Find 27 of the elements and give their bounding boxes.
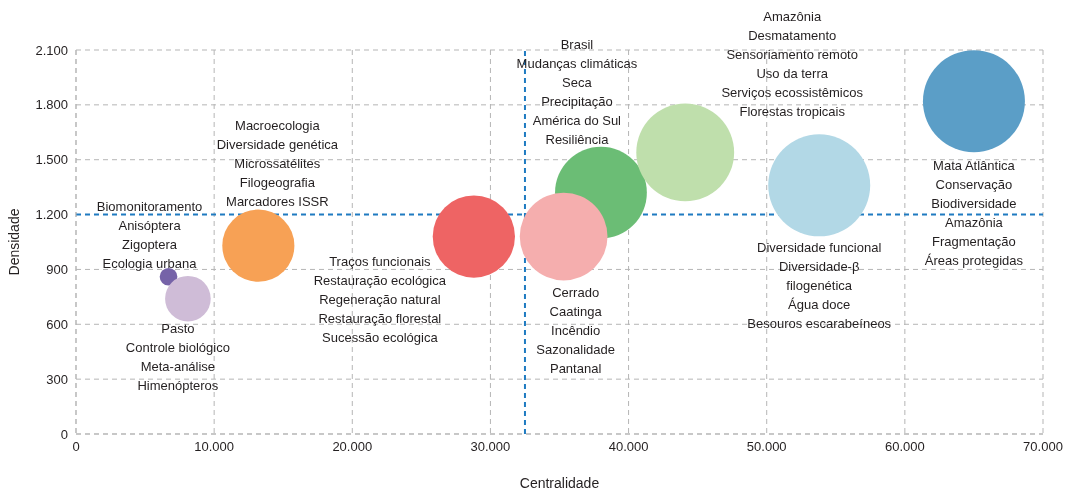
x-tick-label: 50.000 bbox=[746, 439, 787, 455]
y-tick-label: 900 bbox=[46, 262, 68, 278]
y-tick-label: 0 bbox=[60, 426, 68, 442]
annotation: Mata Atlântica Conservação Biodiversidade Amazônia Fragmentação Áreas protegidas bbox=[924, 157, 1024, 268]
x-tick-label: 0 bbox=[72, 439, 80, 455]
annotation: Diversidade funcional Diversidade-β filogenética Água doce Besouros escarabeíneos bbox=[747, 240, 892, 332]
x-axis-title: Centralidade bbox=[519, 475, 600, 491]
annotation: Pasto Controle biológico Meta-análise Himenópteros bbox=[125, 321, 230, 394]
annotation: Traços funcionais Restauração ecológica Regeneração natural Restauração florestal Sucessão ecológica bbox=[313, 253, 447, 345]
x-tick-label: 30.000 bbox=[470, 439, 511, 455]
annotation: Macroecologia Diversidade genética Microssatélites Filogeografia Marcadores ISSR bbox=[216, 117, 339, 209]
y-tick-label: 300 bbox=[46, 371, 68, 387]
x-tick-label: 70.000 bbox=[1023, 439, 1063, 455]
y-tick-label: 2.100 bbox=[35, 42, 68, 58]
x-tick-label: 60.000 bbox=[884, 439, 925, 455]
annotation: Amazônia Desmatamento Sensoriamento remoto Uso da terra Serviços ecossistêmicos Florestas tropicais bbox=[721, 8, 864, 119]
y-tick-label: 600 bbox=[46, 316, 68, 332]
annotation: Brasil Mudanças climáticas Seca Precipitação América do Sul Resiliência bbox=[516, 37, 638, 148]
x-tick-label: 10.000 bbox=[194, 439, 235, 455]
y-tick-label: 1.500 bbox=[35, 152, 68, 168]
y-axis-title: Densidade bbox=[5, 208, 22, 276]
annotation: Biomonitoramento Anisóptera Zigoptera Ecologia urbana bbox=[96, 199, 203, 272]
y-tick-label: 1.200 bbox=[35, 207, 68, 223]
x-tick-label: 20.000 bbox=[332, 439, 373, 455]
x-tick-label: 40.000 bbox=[608, 439, 649, 455]
annotation: Cerrado Caatinga Incêndio Sazonalidade Pantanal bbox=[536, 284, 616, 376]
y-tick-label: 1.800 bbox=[35, 97, 68, 113]
